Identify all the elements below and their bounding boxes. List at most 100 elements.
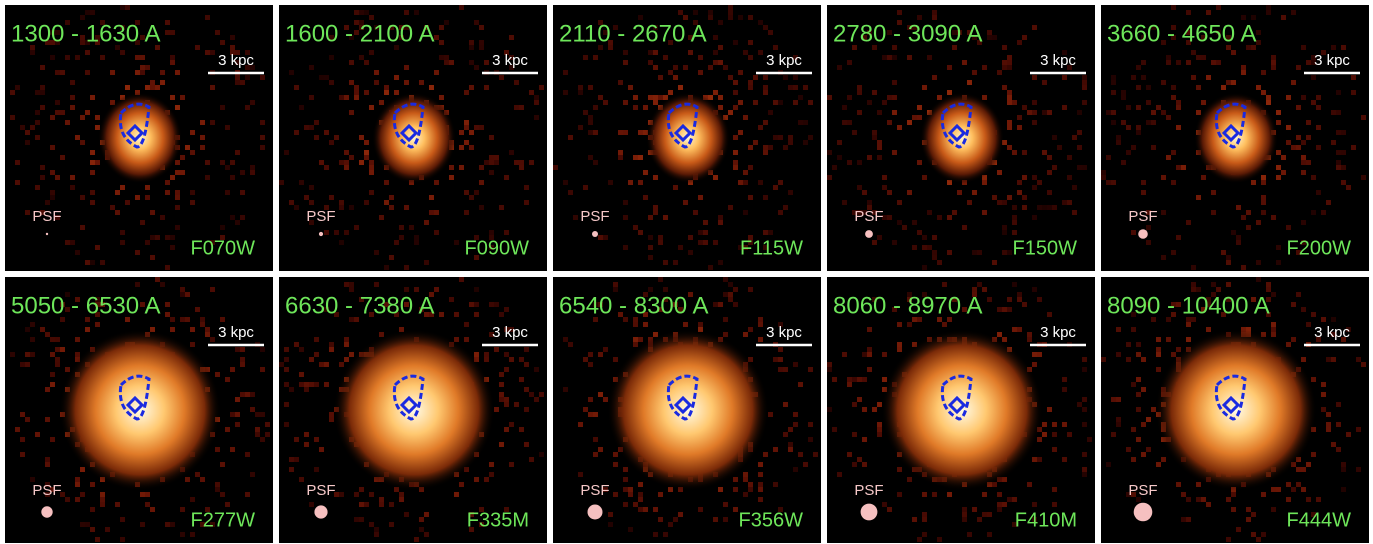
noise-pixel (524, 387, 529, 392)
noise-pixel (628, 180, 633, 185)
noise-pixel (857, 160, 862, 165)
noise-pixel (399, 235, 404, 240)
noise-pixel (1341, 467, 1346, 472)
noise-pixel (1136, 130, 1141, 135)
noise-pixel (1296, 292, 1301, 297)
noise-pixel (284, 402, 289, 407)
noise-pixel (1116, 417, 1121, 422)
noise-pixel (250, 392, 255, 397)
noise-pixel (872, 407, 877, 412)
noise-pixel (1027, 332, 1032, 337)
noise-pixel (1266, 95, 1271, 100)
noise-pixel (284, 357, 289, 362)
noise-pixel (922, 235, 927, 240)
noise-pixel (1336, 110, 1341, 115)
noise-pixel (359, 10, 364, 15)
noise-pixel (748, 80, 753, 85)
noise-pixel (932, 250, 937, 255)
noise-pixel (190, 342, 195, 347)
noise-pixel (210, 337, 215, 342)
noise-pixel (374, 80, 379, 85)
noise-pixel (160, 215, 165, 220)
noise-pixel (1286, 482, 1291, 487)
noise-pixel (688, 50, 693, 55)
noise-pixel (384, 180, 389, 185)
noise-pixel (529, 392, 534, 397)
noise-pixel (1316, 145, 1321, 150)
noise-pixel (260, 145, 265, 150)
noise-pixel (1346, 432, 1351, 437)
noise-pixel (260, 75, 265, 80)
noise-pixel (1176, 100, 1181, 105)
noise-pixel (748, 85, 753, 90)
noise-pixel (369, 50, 374, 55)
noise-pixel (728, 10, 733, 15)
noise-pixel (165, 30, 170, 35)
noise-pixel (150, 507, 155, 512)
noise-pixel (982, 512, 987, 517)
noise-pixel (364, 10, 369, 15)
noise-pixel (932, 255, 937, 260)
noise-pixel (125, 5, 130, 10)
noise-pixel (339, 95, 344, 100)
noise-pixel (180, 507, 185, 512)
noise-pixel (698, 195, 703, 200)
noise-pixel (608, 522, 613, 527)
noise-pixel (1336, 130, 1341, 135)
noise-pixel (100, 260, 105, 265)
noise-pixel (1191, 50, 1196, 55)
noise-pixel (534, 367, 539, 372)
noise-pixel (240, 190, 245, 195)
noise-pixel (50, 195, 55, 200)
noise-pixel (728, 15, 733, 20)
noise-pixel (459, 277, 464, 282)
noise-pixel (1266, 282, 1271, 287)
noise-pixel (867, 327, 872, 332)
noise-pixel (852, 462, 857, 467)
noise-pixel (962, 225, 967, 230)
noise-pixel (504, 427, 509, 432)
noise-pixel (90, 482, 95, 487)
noise-pixel (1116, 327, 1121, 332)
noise-pixel (180, 170, 185, 175)
noise-pixel (778, 367, 783, 372)
noise-pixel (793, 85, 798, 90)
noise-pixel (648, 287, 653, 292)
noise-pixel (1226, 255, 1231, 260)
noise-pixel (967, 80, 972, 85)
noise-pixel (1341, 45, 1346, 50)
noise-pixel (758, 317, 763, 322)
noise-pixel (1296, 145, 1301, 150)
noise-pixel (205, 332, 210, 337)
noise-pixel (1037, 205, 1042, 210)
noise-pixel (1256, 220, 1261, 225)
noise-pixel (389, 522, 394, 527)
noise-pixel (260, 347, 265, 352)
noise-pixel (170, 175, 175, 180)
noise-pixel (668, 522, 673, 527)
noise-pixel (524, 200, 529, 205)
noise-pixel (922, 85, 927, 90)
noise-pixel (489, 230, 494, 235)
noise-pixel (90, 150, 95, 155)
filter-label: F410M (1015, 509, 1077, 531)
noise-pixel (75, 477, 80, 482)
noise-pixel (578, 85, 583, 90)
noise-pixel (145, 240, 150, 245)
noise-pixel (364, 140, 369, 145)
noise-pixel (1256, 537, 1261, 542)
noise-pixel (1311, 452, 1316, 457)
noise-pixel (1141, 422, 1146, 427)
noise-pixel (1286, 140, 1291, 145)
noise-pixel (369, 492, 374, 497)
noise-pixel (852, 432, 857, 437)
noise-pixel (1126, 105, 1131, 110)
noise-pixel (115, 210, 120, 215)
noise-pixel (1231, 507, 1236, 512)
noise-pixel (1077, 130, 1082, 135)
noise-pixel (922, 517, 927, 522)
noise-pixel (1002, 60, 1007, 65)
noise-pixel (1002, 250, 1007, 255)
noise-pixel (623, 100, 628, 105)
noise-pixel (1062, 377, 1067, 382)
